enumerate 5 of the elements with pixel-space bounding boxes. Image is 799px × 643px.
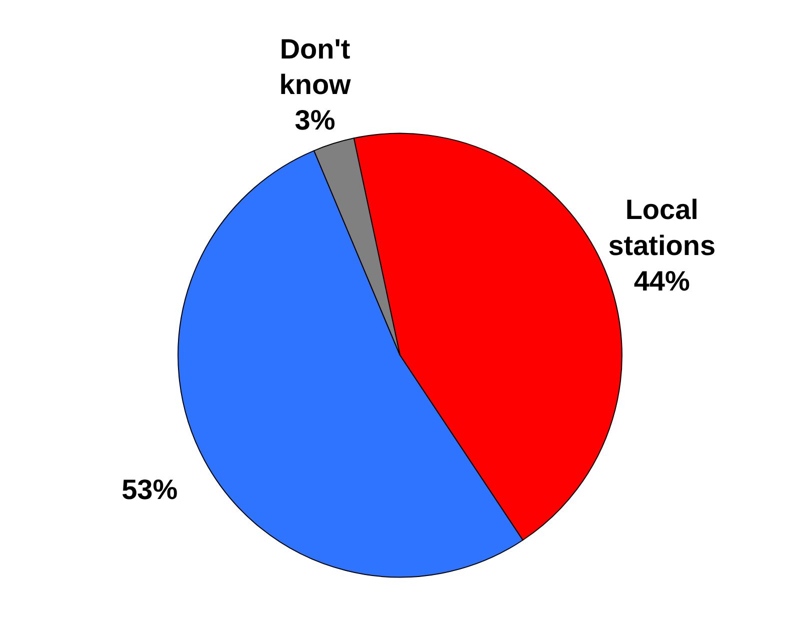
data-label: 44% — [634, 265, 690, 296]
data-label: 3% — [294, 104, 336, 136]
slice-label: Don't know — [279, 33, 352, 100]
data-label: 53% — [122, 474, 178, 505]
slice-label: Local stations — [608, 194, 716, 261]
